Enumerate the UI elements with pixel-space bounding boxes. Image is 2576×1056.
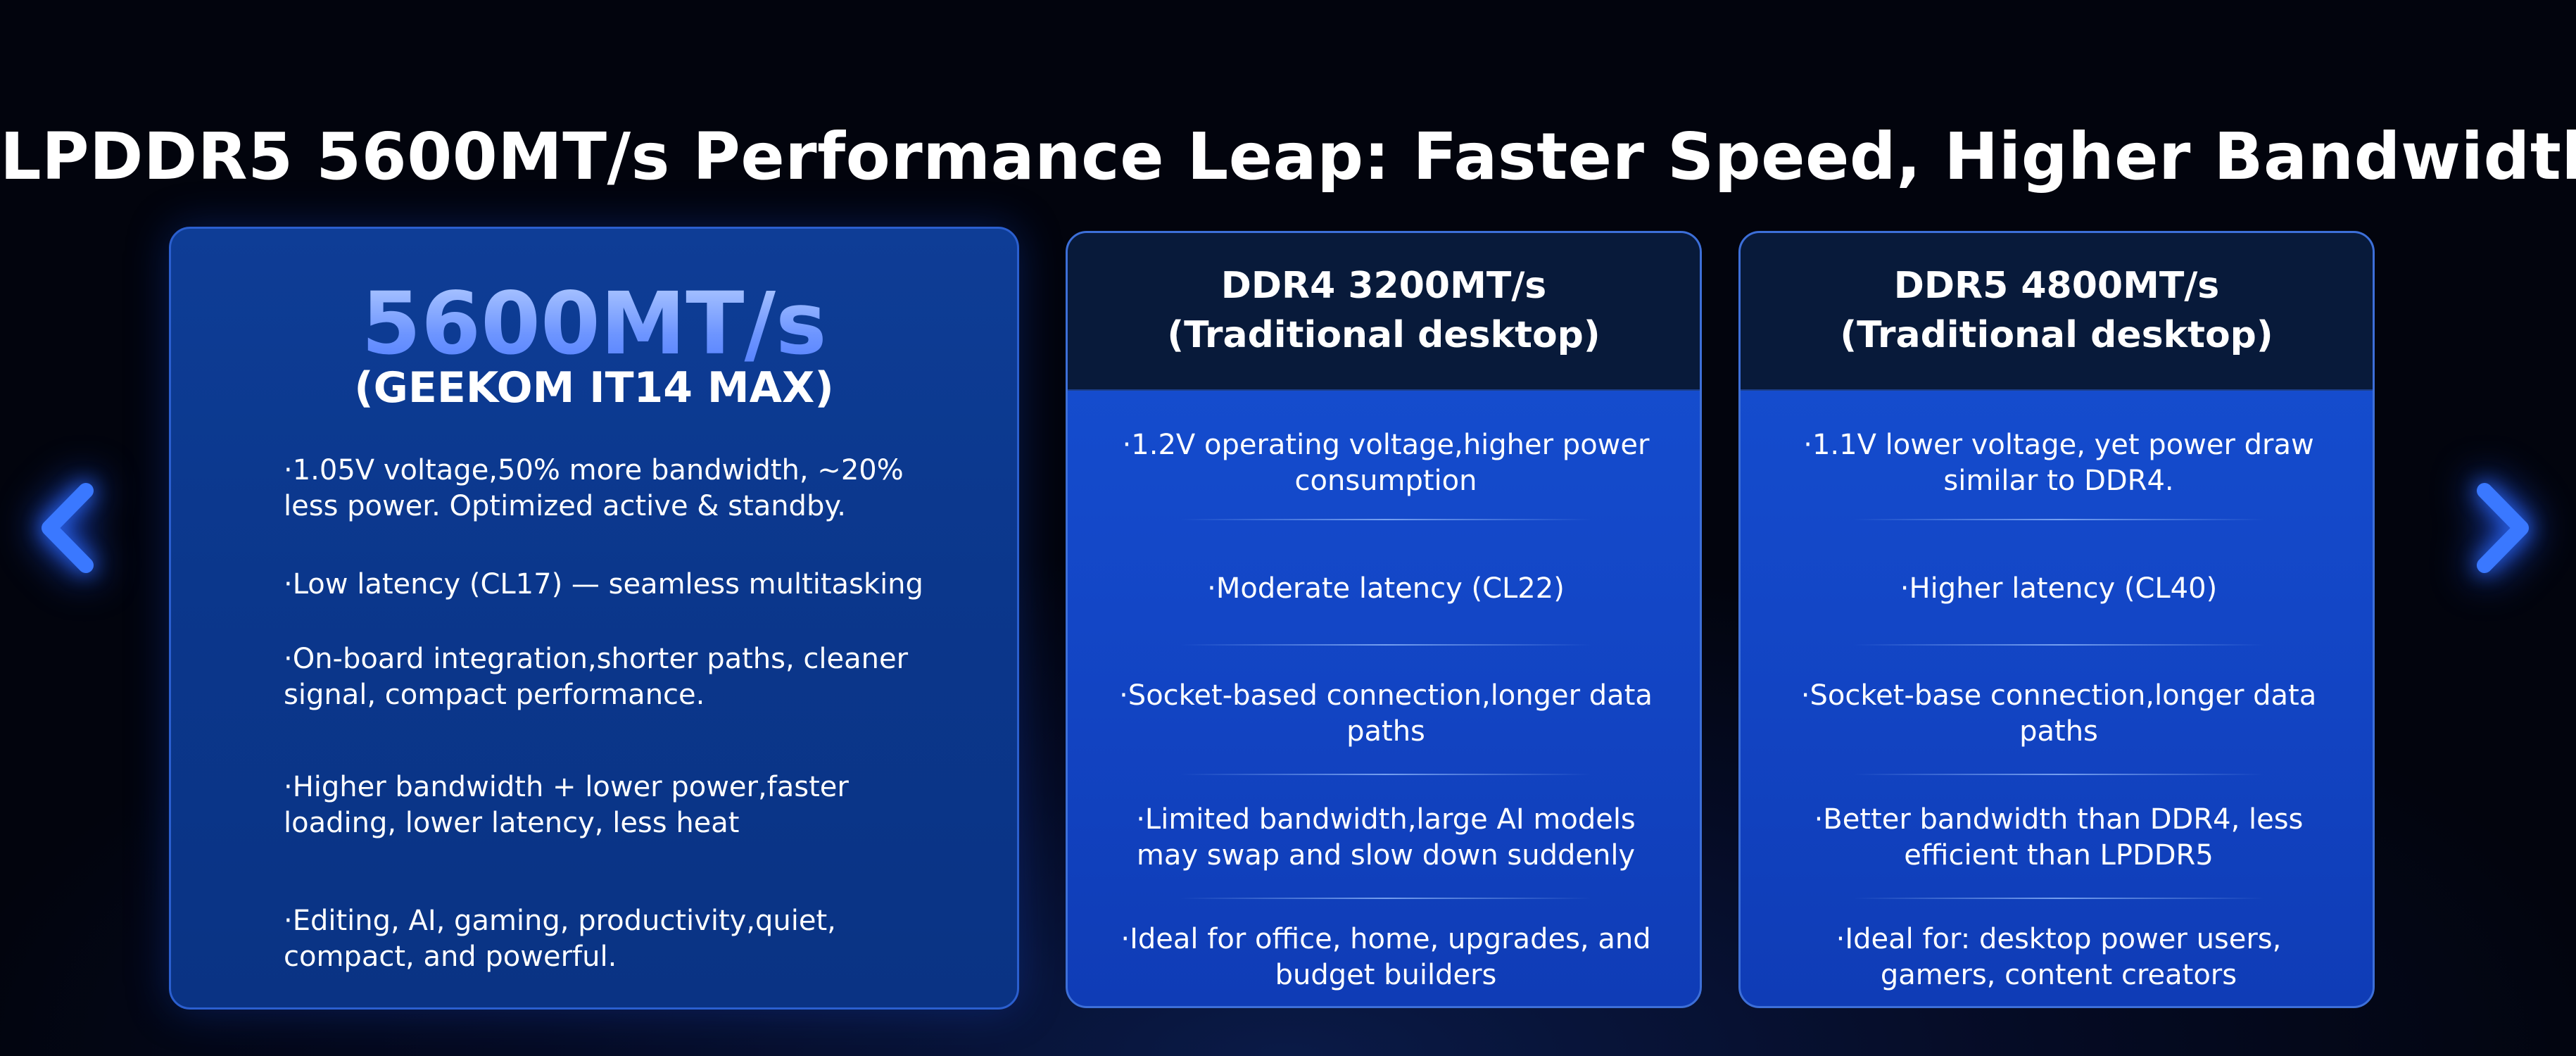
featured-speed: 5600MT/s — [171, 271, 1017, 377]
featured-bullet: ·1.05V voltage,50% more bandwidth, ~20% … — [284, 454, 904, 522]
featured-product: (GEEKOM IT14 MAX) — [354, 363, 834, 413]
comparison-row: ·Socket-based connection,longer data pat… — [1119, 679, 1653, 748]
card-subtitle: (Traditional desktop) — [1167, 314, 1600, 356]
comparison-row: ·1.2V operating voltage,higher power con… — [1122, 429, 1650, 497]
comparison-row: ·Socket-base connection,longer data path… — [1800, 679, 2317, 748]
featured-card: 5600MT/s (GEEKOM IT14 MAX) ·1.05V voltag… — [169, 227, 1019, 1010]
comparison-row: ·Ideal for office, home, upgrades, and b… — [1120, 923, 1651, 991]
next-slide-button[interactable] — [2465, 479, 2542, 577]
chevron-right-icon — [2477, 483, 2529, 573]
featured-bullet: ·Low latency (CL17) — seamless multitask… — [284, 568, 923, 601]
card-title: DDR4 3200MT/s — [1220, 265, 1547, 307]
card-header: DDR5 4800MT/s (Traditional desktop) — [1741, 233, 2373, 391]
page-title: LPDDR5 5600MT/s Performance Leap: Faster… — [0, 119, 2576, 194]
comparison-row: ·Higher latency (CL40) — [1900, 572, 2218, 605]
row-divider — [1853, 519, 2264, 520]
card-title: DDR5 4800MT/s — [1893, 265, 2220, 307]
card-header: DDR4 3200MT/s (Traditional desktop) — [1068, 233, 1700, 391]
comparison-row: ·1.1V lower voltage, yet power draw simi… — [1803, 429, 2314, 497]
row-divider — [1853, 774, 2264, 775]
featured-bullet: ·On-board integration,shorter paths, cle… — [284, 643, 909, 711]
card-subtitle: (Traditional desktop) — [1840, 314, 2273, 356]
row-divider — [1853, 644, 2264, 646]
comparison-row: ·Better bandwidth than DDR4, less effici… — [1814, 803, 2304, 872]
row-divider — [1180, 519, 1591, 520]
row-divider — [1180, 898, 1591, 899]
chevron-left-icon — [42, 483, 94, 573]
featured-bullet: ·Higher bandwidth + lower power,faster l… — [284, 771, 849, 839]
ddr4-card: DDR4 3200MT/s (Traditional desktop) ·1.2… — [1066, 231, 1702, 1008]
row-divider — [1180, 644, 1591, 646]
comparison-row: ·Limited bandwidth,large AI models may s… — [1136, 803, 1636, 872]
comparison-row: ·Moderate latency (CL22) — [1207, 572, 1565, 605]
featured-bullet: ·Editing, AI, gaming, productivity,quiet… — [284, 905, 836, 973]
prev-slide-button[interactable] — [28, 479, 106, 577]
row-divider — [1853, 898, 2264, 899]
row-divider — [1180, 774, 1591, 775]
comparison-row: ·Ideal for: desktop power users, gamers,… — [1836, 923, 2282, 991]
ddr5-card: DDR5 4800MT/s (Traditional desktop) ·1.1… — [1738, 231, 2375, 1008]
